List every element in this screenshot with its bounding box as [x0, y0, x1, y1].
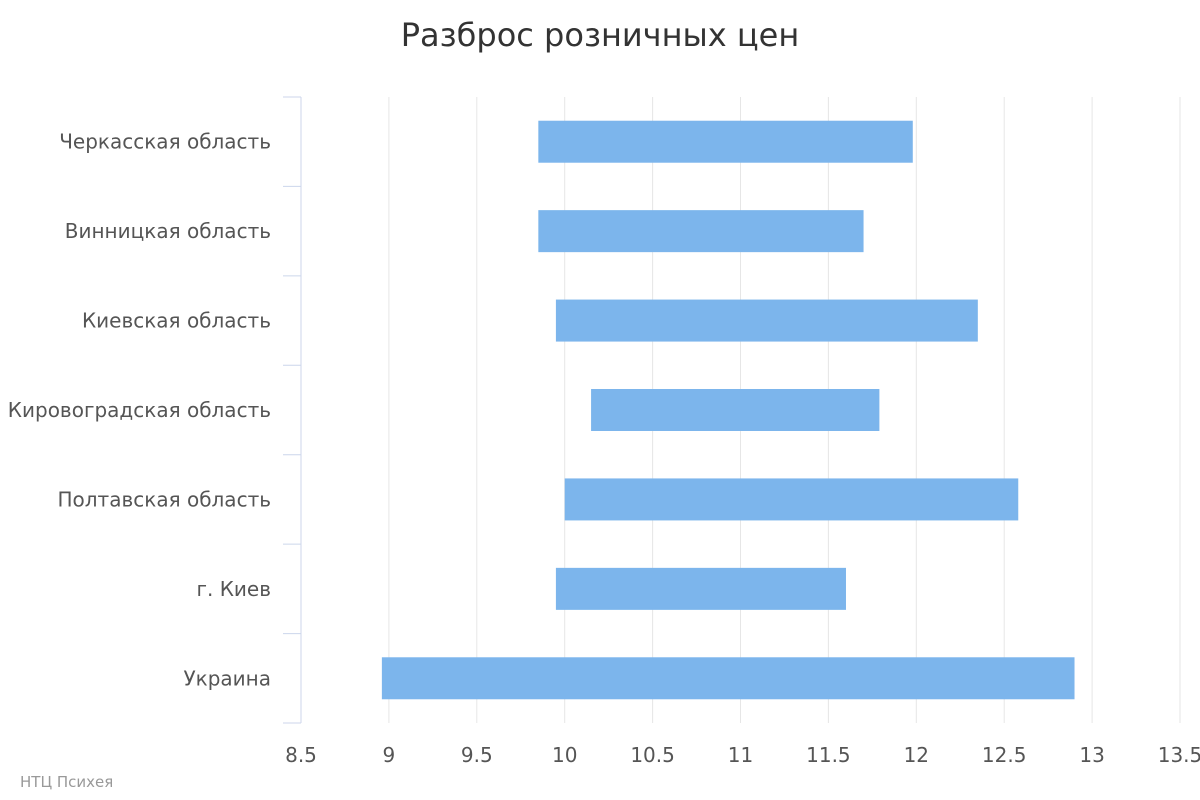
category-label: г. Киев — [196, 577, 271, 601]
category-label: Киевская область — [82, 309, 271, 333]
tick-label: 13.5 — [1158, 743, 1200, 767]
range-bar[interactable] — [538, 210, 864, 253]
tick-label: 12 — [904, 743, 929, 767]
tick-label: 8.5 — [285, 743, 317, 767]
range-bar[interactable] — [555, 567, 846, 610]
tick-label: 10.5 — [630, 743, 675, 767]
category-label: Украина — [183, 666, 271, 690]
chart-credit[interactable]: НТЦ Психея — [20, 773, 114, 791]
category-axis — [283, 96, 302, 724]
range-bar[interactable] — [381, 657, 1075, 700]
range-bar[interactable] — [555, 299, 978, 342]
range-bar[interactable] — [564, 478, 1019, 521]
tick-label: 10 — [552, 743, 577, 767]
category-label: Черкасская область — [59, 130, 271, 154]
tick-label: 13 — [1079, 743, 1104, 767]
tick-label: 11 — [728, 743, 753, 767]
category-labels: Черкасская область Винницкая область Киевс… — [8, 130, 271, 691]
range-bars — [381, 120, 1075, 700]
range-bar[interactable] — [538, 120, 913, 163]
chart-title: Разброс розничных цен — [401, 16, 800, 54]
tick-label: 9.5 — [461, 743, 493, 767]
tick-label: 9 — [383, 743, 396, 767]
category-label: Полтавская область — [57, 487, 271, 511]
tick-label: 12.5 — [982, 743, 1027, 767]
tick-label: 11.5 — [806, 743, 851, 767]
value-tick-labels: 8.5 9 9.5 10 10.5 11 11.5 12 12.5 13 13.5 — [285, 743, 1200, 767]
category-label: Винницкая область — [65, 219, 271, 243]
category-label: Кировоградская область — [8, 398, 271, 422]
range-bar[interactable] — [591, 389, 880, 431]
